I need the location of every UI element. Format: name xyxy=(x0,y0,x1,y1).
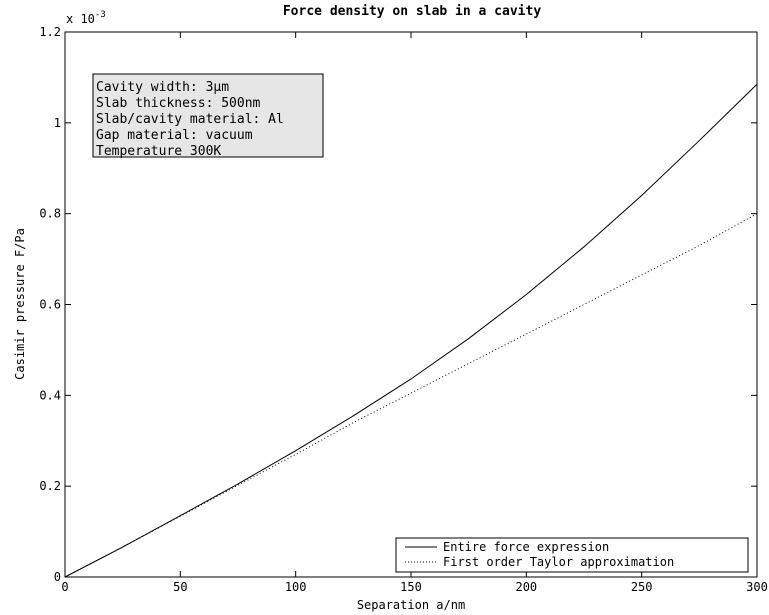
y-tick-label: 0.4 xyxy=(39,388,61,402)
x-tick-label: 0 xyxy=(61,580,68,594)
x-tick-label: 250 xyxy=(631,580,653,594)
x-tick-label: 150 xyxy=(400,580,422,594)
x-tick-label: 50 xyxy=(173,580,187,594)
y-tick-label: 1.2 xyxy=(39,25,61,39)
y-multiplier: x 10-3 xyxy=(66,10,106,26)
info-line: Slab thickness: 500nm xyxy=(96,96,261,111)
x-tick-label: 300 xyxy=(746,580,768,594)
axis-ticks: 0 50 100 150 200 250 300 0 0.2 0.4 0.6 0.8 1 1.2 xyxy=(39,25,768,594)
x-axis-label: Separation a/nm xyxy=(357,598,465,612)
legend: Entire force expression First order Tayl… xyxy=(395,537,749,573)
y-tick-label: 0.6 xyxy=(39,298,61,312)
legend-entry: First order Taylor approximation xyxy=(443,555,674,569)
info-box-background xyxy=(92,73,324,158)
x-tick-label: 100 xyxy=(285,580,307,594)
x-tick-label: 200 xyxy=(515,580,537,594)
y-tick-label: 1 xyxy=(54,116,61,130)
chart-title: Force density on slab in a cavity xyxy=(283,4,541,19)
y-multiplier-base: x 10 xyxy=(66,12,95,26)
series-line-0 xyxy=(64,83,758,578)
info-line: Cavity width: 3μm xyxy=(96,80,229,95)
series-line-1 xyxy=(64,213,758,578)
y-tick-label: 0 xyxy=(54,570,61,584)
legend-box xyxy=(395,537,749,573)
info-line: Gap material: vacuum xyxy=(96,128,253,143)
series-lines xyxy=(64,83,758,578)
y-multiplier-exponent: -3 xyxy=(95,10,106,20)
y-axis-label: Casimir pressure F/Pa xyxy=(13,228,27,380)
y-tick-label: 0.2 xyxy=(39,479,61,493)
info-box: Cavity width: 3μm Slab thickness: 500nm … xyxy=(92,73,324,159)
legend-entry: Entire force expression xyxy=(443,540,609,554)
y-tick-label: 0.8 xyxy=(39,207,61,221)
info-line: Slab/cavity material: Al xyxy=(96,112,284,127)
info-line: Temperature 300K xyxy=(96,144,221,159)
